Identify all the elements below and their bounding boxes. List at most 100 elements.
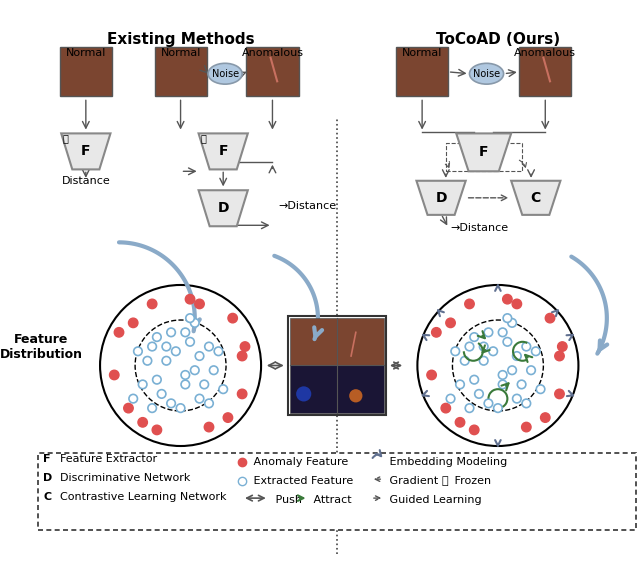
Text: D: D xyxy=(218,201,229,215)
Circle shape xyxy=(522,343,531,351)
Circle shape xyxy=(427,370,436,380)
Polygon shape xyxy=(198,190,248,226)
Circle shape xyxy=(441,403,451,413)
Bar xyxy=(519,47,572,97)
Text: Discriminative Network: Discriminative Network xyxy=(52,473,190,483)
Circle shape xyxy=(461,357,469,365)
Text: F: F xyxy=(81,145,91,158)
Circle shape xyxy=(517,380,526,389)
Circle shape xyxy=(237,389,247,399)
Circle shape xyxy=(200,380,209,389)
Circle shape xyxy=(181,328,189,337)
Text: Feature Extractor: Feature Extractor xyxy=(52,454,157,464)
Text: Distance: Distance xyxy=(61,176,110,186)
Circle shape xyxy=(499,380,507,389)
Circle shape xyxy=(219,385,227,393)
Circle shape xyxy=(167,328,175,337)
Text: Guided Learning: Guided Learning xyxy=(386,495,482,505)
Circle shape xyxy=(493,404,502,413)
Text: Anomaly Feature: Anomaly Feature xyxy=(250,457,348,467)
Circle shape xyxy=(148,343,156,351)
Circle shape xyxy=(555,351,564,361)
Circle shape xyxy=(532,347,540,356)
Text: Anomalous: Anomalous xyxy=(515,48,576,58)
Circle shape xyxy=(349,389,362,402)
Text: D: D xyxy=(44,473,52,483)
Polygon shape xyxy=(417,181,466,215)
Polygon shape xyxy=(456,133,511,171)
Circle shape xyxy=(446,394,455,403)
Circle shape xyxy=(223,413,233,422)
Text: F: F xyxy=(479,145,488,159)
Text: Attract: Attract xyxy=(310,495,352,505)
Circle shape xyxy=(129,394,138,403)
Text: Gradient: Gradient xyxy=(386,476,438,486)
Circle shape xyxy=(470,376,479,384)
Bar xyxy=(287,316,386,415)
Text: Feature
Distribution: Feature Distribution xyxy=(0,332,83,361)
Bar xyxy=(60,47,112,97)
Circle shape xyxy=(536,385,545,393)
Circle shape xyxy=(162,357,171,365)
Text: Normal: Normal xyxy=(161,48,201,58)
Circle shape xyxy=(484,399,493,407)
Circle shape xyxy=(513,352,521,360)
Text: Existing Methods: Existing Methods xyxy=(107,32,254,47)
Circle shape xyxy=(162,343,171,351)
Circle shape xyxy=(479,343,488,351)
Circle shape xyxy=(484,328,493,337)
Text: ToCoAD (Ours): ToCoAD (Ours) xyxy=(436,32,560,47)
Circle shape xyxy=(214,347,223,356)
Circle shape xyxy=(152,425,162,435)
Circle shape xyxy=(172,347,180,356)
Text: 🔒: 🔒 xyxy=(200,133,206,143)
Circle shape xyxy=(143,357,152,365)
Circle shape xyxy=(489,347,497,356)
Circle shape xyxy=(503,314,511,323)
Circle shape xyxy=(147,299,157,308)
Circle shape xyxy=(181,380,189,389)
Circle shape xyxy=(205,399,213,407)
Circle shape xyxy=(465,343,474,351)
Text: →Distance: →Distance xyxy=(451,223,509,233)
Text: 🔒: 🔒 xyxy=(441,476,448,486)
Text: Push: Push xyxy=(273,495,303,505)
Text: C: C xyxy=(44,492,51,502)
Circle shape xyxy=(124,403,133,413)
Circle shape xyxy=(115,328,124,337)
Circle shape xyxy=(557,342,567,351)
Text: C: C xyxy=(531,191,541,205)
Circle shape xyxy=(176,404,185,413)
Circle shape xyxy=(181,370,189,379)
Text: Noise: Noise xyxy=(473,69,500,79)
Circle shape xyxy=(475,390,483,398)
Circle shape xyxy=(417,285,579,446)
Text: F: F xyxy=(218,145,228,158)
Text: 🔒: 🔒 xyxy=(63,133,69,143)
Circle shape xyxy=(195,394,204,403)
Bar xyxy=(289,318,337,365)
Circle shape xyxy=(237,351,247,361)
Circle shape xyxy=(152,333,161,341)
Circle shape xyxy=(545,314,555,323)
Circle shape xyxy=(167,399,175,407)
Circle shape xyxy=(470,333,479,341)
Circle shape xyxy=(186,314,195,323)
Circle shape xyxy=(195,352,204,360)
Circle shape xyxy=(148,404,156,413)
Circle shape xyxy=(479,357,488,365)
Circle shape xyxy=(157,390,166,398)
Circle shape xyxy=(513,394,521,403)
Circle shape xyxy=(191,319,199,327)
Circle shape xyxy=(502,294,512,304)
Text: Embedding Modeling: Embedding Modeling xyxy=(386,457,508,467)
Bar xyxy=(446,143,522,171)
Ellipse shape xyxy=(208,63,242,84)
Circle shape xyxy=(195,299,204,308)
Circle shape xyxy=(499,328,507,337)
Circle shape xyxy=(204,422,214,432)
Circle shape xyxy=(186,294,195,304)
Circle shape xyxy=(503,337,511,346)
Circle shape xyxy=(527,366,535,374)
Circle shape xyxy=(240,342,250,351)
